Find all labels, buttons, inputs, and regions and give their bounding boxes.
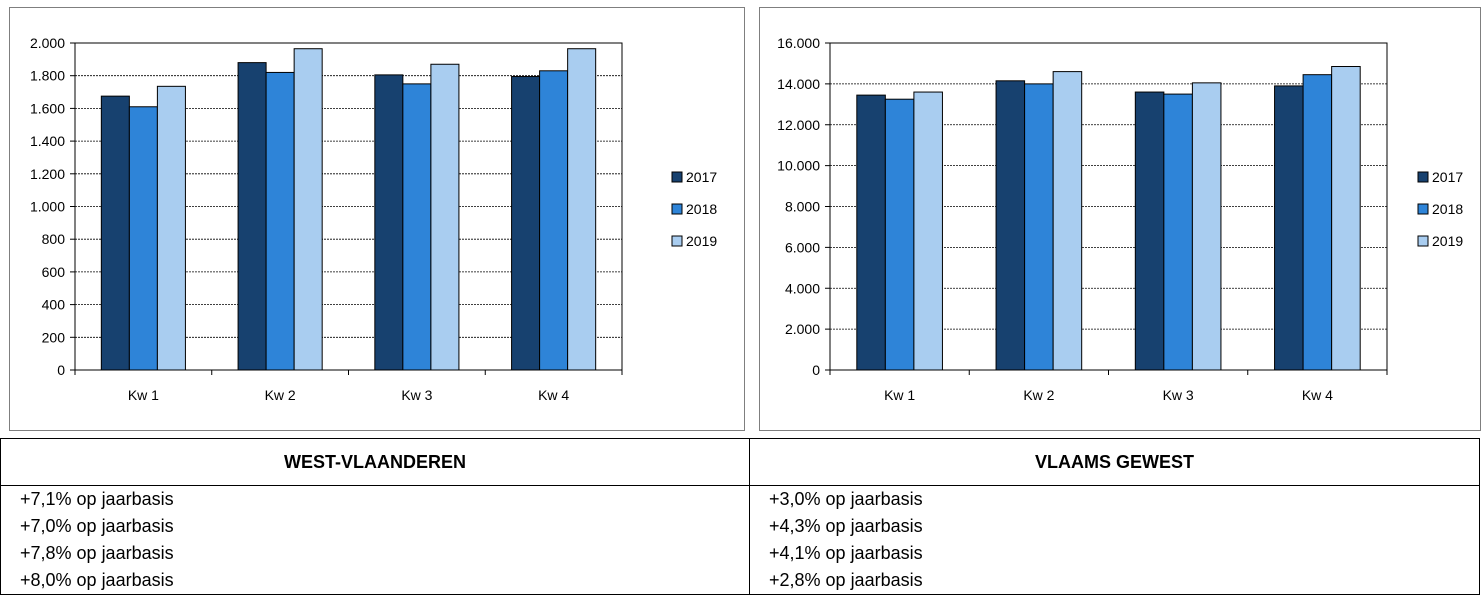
bar: [100, 95, 130, 371]
y-tick-label: 2.000: [785, 321, 820, 337]
y-tick-label: 200: [42, 329, 66, 345]
y-tick-label: 16.000: [777, 35, 820, 51]
table-header-vlaams-gewest: VLAAMS GEWEST: [749, 438, 1480, 486]
bar: [374, 74, 404, 371]
x-tick-label: Kw 2: [1023, 387, 1054, 403]
legend-label: 2018: [686, 201, 717, 217]
y-tick-label: 600: [42, 264, 66, 280]
table-cell: +7,1% op jaarbasis: [0, 485, 750, 513]
y-tick-label: 4.000: [785, 280, 820, 296]
bar: [884, 98, 915, 371]
table-cell: +7,0% op jaarbasis: [0, 513, 750, 540]
y-tick-label: 1.200: [30, 166, 65, 182]
legend-label: 2017: [1432, 169, 1463, 185]
legend-label: 2018: [1432, 201, 1463, 217]
x-tick-label: Kw 3: [401, 387, 432, 403]
bar: [1274, 85, 1304, 371]
table-cell: +3,0% op jaarbasis: [749, 485, 1480, 513]
bar: [1302, 74, 1333, 371]
legend-swatch: [1417, 171, 1429, 183]
table-row: +7,1% op jaarbasis +3,0% op jaarbasis: [0, 485, 1480, 513]
table-cell: +4,1% op jaarbasis: [749, 540, 1480, 567]
bar: [1052, 71, 1083, 371]
x-tick-label: Kw 1: [884, 387, 915, 403]
y-tick-label: 0: [812, 362, 820, 378]
bar: [995, 80, 1026, 371]
summary-table: WEST-VLAANDEREN VLAAMS GEWEST +7,1% op j…: [0, 438, 1480, 595]
y-tick-label: 8.000: [785, 199, 820, 215]
chart-west-vlaanderen-svg: 0 200 400 600 800 1.000 1.200 1.400 1.600 1.800 2.…: [30, 35, 717, 403]
chart-vlaams-gewest-svg: 0 2.000 4.000 6.000 8.000 10.000 12.000 14.000 1…: [777, 35, 1463, 403]
bar: [567, 48, 597, 371]
y-tick-label: 12.000: [777, 117, 820, 133]
table-row: +8,0% op jaarbasis +2,8% op jaarbasis: [0, 567, 1480, 595]
bar: [293, 48, 323, 371]
table-cell: +4,3% op jaarbasis: [749, 513, 1480, 540]
y-tick-label: 6.000: [785, 239, 820, 255]
bar: [1134, 91, 1165, 371]
table-header-row: WEST-VLAANDEREN VLAAMS GEWEST: [0, 438, 1480, 486]
x-tick-label: Kw 3: [1163, 387, 1194, 403]
bar: [1191, 82, 1222, 371]
legend-label: 2017: [686, 169, 717, 185]
bar: [511, 76, 541, 371]
bar: [1024, 83, 1054, 371]
bar: [237, 62, 267, 371]
bar: [156, 85, 186, 371]
y-tick-label: 1.800: [30, 68, 65, 84]
bar: [913, 91, 943, 371]
table-cell: +2,8% op jaarbasis: [749, 567, 1480, 595]
y-tick-label: 1.600: [30, 100, 65, 116]
y-tick-label: 10.000: [777, 158, 820, 174]
bar: [1163, 93, 1193, 371]
bar: [430, 63, 460, 371]
x-tick-label: Kw 4: [538, 387, 569, 403]
legend-swatch: [1417, 235, 1429, 247]
x-tick-label: Kw 4: [1302, 387, 1333, 403]
legend-swatch: [671, 171, 683, 183]
bar: [128, 106, 158, 371]
legend-swatch: [671, 203, 683, 215]
bar: [856, 94, 886, 371]
x-tick-label: Kw 2: [265, 387, 296, 403]
y-tick-label: 1.000: [30, 199, 65, 215]
y-tick-label: 2.000: [30, 35, 65, 51]
y-tick-label: 0: [57, 362, 65, 378]
bar: [539, 70, 569, 371]
y-tick-label: 400: [42, 297, 66, 313]
legend-label: 2019: [686, 233, 717, 249]
table-header-west-vlaanderen: WEST-VLAANDEREN: [0, 438, 750, 486]
chart-west-vlaanderen: 0 200 400 600 800 1.000 1.200 1.400 1.600 1.800 2.…: [9, 7, 745, 431]
y-tick-label: 800: [42, 231, 66, 247]
chart-vlaams-gewest: 0 2.000 4.000 6.000 8.000 10.000 12.000 14.000 1…: [759, 7, 1481, 431]
legend-swatch: [1417, 203, 1429, 215]
legend-label: 2019: [1432, 233, 1463, 249]
table-row: +7,0% op jaarbasis +4,3% op jaarbasis: [0, 513, 1480, 540]
table-row: +7,8% op jaarbasis +4,1% op jaarbasis: [0, 540, 1480, 567]
table-cell: +8,0% op jaarbasis: [0, 567, 750, 595]
bar: [265, 71, 295, 371]
table-cell: +7,8% op jaarbasis: [0, 540, 750, 567]
bar: [1331, 66, 1361, 371]
bar: [402, 83, 432, 371]
y-tick-label: 1.400: [30, 133, 65, 149]
legend-swatch: [671, 235, 683, 247]
x-tick-label: Kw 1: [128, 387, 159, 403]
y-tick-label: 14.000: [777, 76, 820, 92]
